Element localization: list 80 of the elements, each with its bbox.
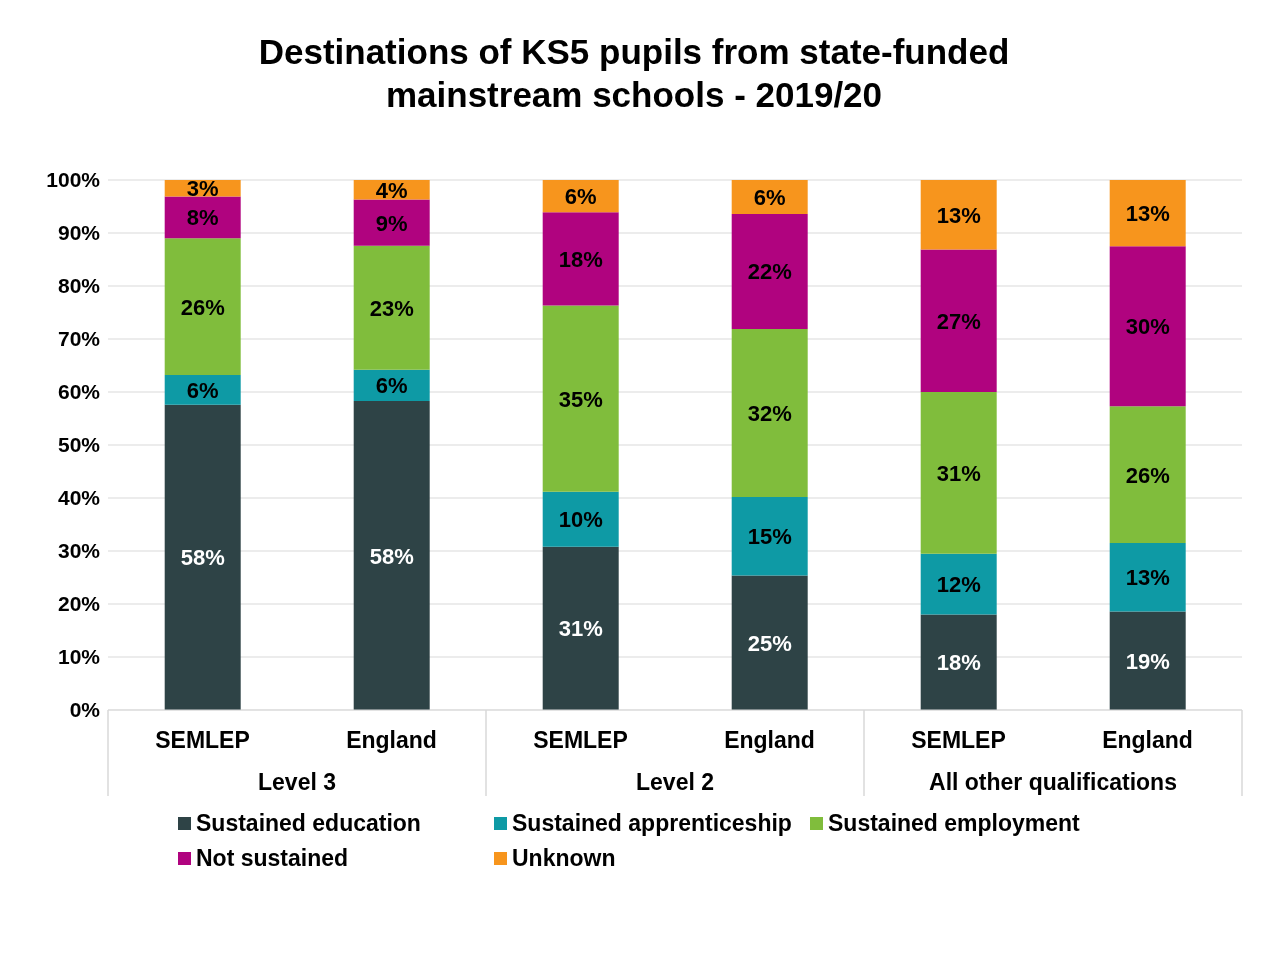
data-label: 15%: [747, 524, 792, 550]
data-label: 31%: [936, 460, 981, 486]
data-label: 22%: [747, 259, 792, 285]
data-label: 26%: [180, 294, 225, 320]
legend-label: Sustained education: [196, 810, 421, 837]
y-tick-label: 70%: [57, 327, 101, 351]
text: All other qualifications: [929, 769, 1177, 795]
data-label: 26%: [1125, 462, 1170, 488]
chart-title: Destinations of KS5 pupils from state-funded mainstream schools - 2019/20: [257, 31, 1011, 116]
data-label: 6%: [564, 184, 597, 210]
bar: [164, 196, 241, 239]
data-label: 23%: [369, 295, 414, 321]
y-tick-label: 100%: [46, 168, 101, 192]
bar: [920, 180, 997, 250]
x-tick-label: England: [346, 727, 437, 754]
data-label: 4%: [375, 177, 408, 203]
bar: [353, 245, 430, 370]
y-tick-label: 50%: [57, 433, 101, 457]
bar: [164, 404, 241, 710]
bar: [353, 401, 430, 710]
y-tick-label: 20%: [57, 592, 101, 616]
x-tick-label: England: [724, 727, 815, 754]
text: Level 3: [258, 769, 336, 795]
legend-label: Not sustained: [196, 845, 349, 872]
data-label: 27%: [936, 308, 981, 334]
data-label: 58%: [180, 545, 225, 571]
data-label: 3%: [186, 176, 219, 202]
y-tick-label: 90%: [57, 221, 101, 245]
data-label: 6%: [753, 184, 786, 210]
bar: [1109, 406, 1186, 544]
bar: [542, 546, 619, 710]
data-label: 18%: [558, 246, 603, 272]
bar: [1109, 246, 1186, 407]
data-label: 12%: [936, 572, 981, 598]
legend-label: Sustained apprenticeship: [512, 810, 792, 837]
x-tick-label: England: [1102, 727, 1193, 754]
y-tick-label: 40%: [57, 486, 101, 510]
data-label: 30%: [1125, 314, 1170, 340]
bar: [1109, 611, 1186, 710]
bar: [731, 213, 808, 329]
bar: [542, 305, 619, 492]
bar: [542, 212, 619, 306]
data-label: 6%: [375, 373, 408, 399]
text: Level 2: [636, 769, 714, 795]
bar: [731, 328, 808, 497]
legend-label: Sustained employment: [828, 810, 1080, 837]
bar: [1109, 180, 1186, 247]
data-label: 19%: [1125, 648, 1170, 674]
data-label: 32%: [747, 400, 792, 426]
legend-label: Unknown: [512, 845, 616, 872]
bar: [353, 199, 430, 246]
bar: [164, 238, 241, 376]
x-tick-label: SEMLEP: [911, 727, 1006, 754]
y-tick-label: 10%: [57, 645, 101, 669]
data-label: 6%: [186, 377, 219, 403]
bar: [542, 491, 619, 547]
bar: [920, 553, 997, 615]
y-tick-label: 30%: [57, 539, 101, 563]
y-tick-label: 80%: [57, 274, 101, 298]
bar: [1109, 543, 1186, 612]
x-tick-label: SEMLEP: [155, 727, 250, 754]
y-tick-label: 60%: [57, 380, 101, 404]
bar: [920, 249, 997, 392]
data-label: 35%: [558, 386, 603, 412]
data-label: 13%: [936, 202, 981, 228]
bar: [731, 575, 808, 710]
x-tick-label: SEMLEP: [533, 727, 628, 754]
data-label: 25%: [747, 630, 792, 656]
data-label: 9%: [375, 210, 408, 236]
data-label: 58%: [369, 543, 414, 569]
data-label: 18%: [936, 650, 981, 676]
data-label: 13%: [1125, 565, 1170, 591]
bar: [920, 392, 997, 554]
bar: [731, 496, 808, 576]
y-tick-label: 0%: [69, 698, 101, 722]
data-label: 31%: [558, 616, 603, 642]
data-label: 13%: [1125, 201, 1170, 227]
data-label: 8%: [186, 205, 219, 231]
bar: [920, 614, 997, 710]
data-label: 10%: [558, 507, 603, 533]
